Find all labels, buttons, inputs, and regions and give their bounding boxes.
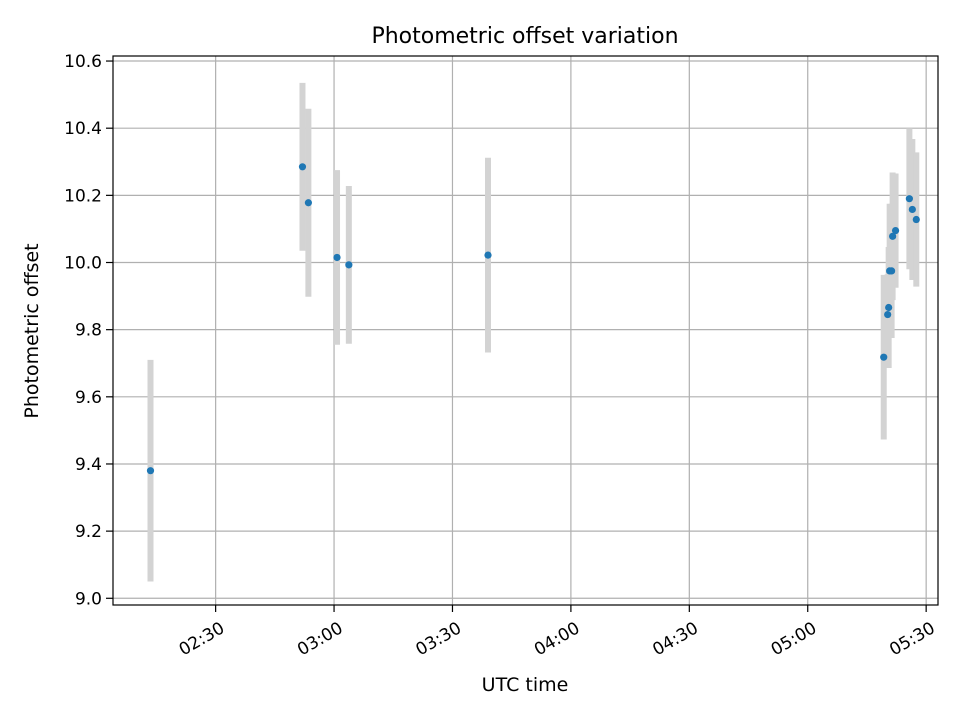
y-tick-label: 9.0 (75, 589, 102, 609)
y-tick-label: 9.4 (75, 455, 102, 475)
data-point (484, 251, 492, 259)
y-tick-label: 9.6 (75, 388, 102, 408)
data-point (888, 267, 896, 275)
data-point (146, 467, 155, 475)
data-point (908, 205, 916, 214)
chart-title: Photometric offset variation (371, 24, 678, 49)
grid (113, 56, 938, 605)
data-point (333, 253, 341, 262)
data-point (889, 232, 897, 240)
data-point (304, 199, 312, 207)
y-tick-label: 10.4 (64, 119, 102, 139)
y-tick-label: 9.2 (75, 522, 102, 542)
y-tick-label: 10.2 (64, 186, 102, 206)
data-point (345, 261, 353, 269)
data-point (884, 310, 892, 319)
y-axis-label: Photometric offset (21, 243, 43, 418)
data-point (912, 215, 920, 224)
y-tick-label: 9.8 (75, 321, 102, 341)
data-point (891, 227, 900, 235)
data-point (885, 303, 893, 312)
data-points (146, 163, 920, 475)
y-axis-ticks: 9.0 9.2 9.4 9.6 9.8 10.0 10.2 10.4 10.6 (64, 52, 113, 609)
data-point (880, 353, 888, 361)
data-point (905, 195, 913, 203)
x-axis-label: UTC time (482, 674, 569, 696)
plot-frame (112, 55, 939, 606)
data-point (298, 163, 307, 171)
y-tick-label: 10.6 (64, 52, 102, 72)
y-tick-label: 10.0 (64, 254, 102, 274)
